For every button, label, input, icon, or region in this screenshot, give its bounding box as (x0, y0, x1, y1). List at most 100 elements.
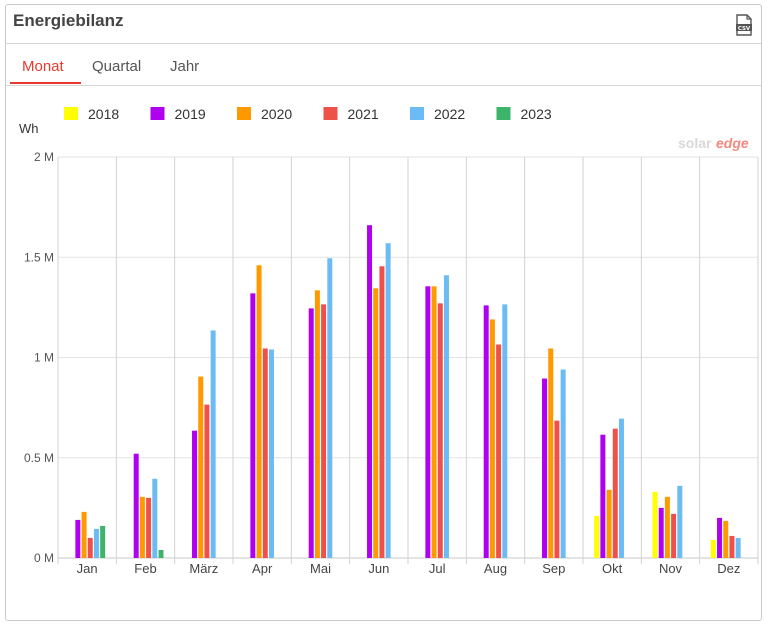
bar-2020-Aug[interactable] (489, 319, 495, 558)
bar-2022-Feb[interactable] (152, 478, 158, 558)
bar-2018-Nov[interactable] (652, 491, 658, 558)
bar-2020-Nov[interactable] (664, 496, 670, 558)
y-tick-label: 1.5 M (24, 250, 54, 264)
bar-2019-Jul[interactable] (425, 286, 431, 558)
bar-2019-März[interactable] (192, 430, 198, 558)
tab-quartal[interactable]: Quartal (92, 58, 142, 75)
bar-2020-Okt[interactable] (606, 489, 612, 558)
panel-header: Energiebilanz CSV (6, 5, 761, 44)
bar-2023-Feb[interactable] (158, 549, 164, 558)
bar-2022-Nov[interactable] (677, 485, 683, 558)
logo-text-edge: edge (716, 135, 749, 151)
bar-2020-Jul[interactable] (431, 286, 437, 558)
bar-2022-Dez[interactable] (735, 537, 741, 558)
x-tick-label: Mai (310, 561, 331, 576)
legend-swatch-2019[interactable] (150, 107, 165, 120)
bar-2022-Sep[interactable] (560, 369, 566, 558)
bar-2021-Okt[interactable] (612, 428, 618, 558)
bar-2020-Jun[interactable] (373, 288, 379, 558)
csv-export-icon[interactable]: CSV (735, 14, 753, 36)
y-tick-label: 0.5 M (24, 451, 54, 465)
period-tabs: Monat Quartal Jahr (6, 44, 761, 86)
x-tick-labels: Jan Feb März Apr Mai Jun Jul Aug Sep Okt Nov Dez (77, 561, 741, 576)
y-axis-unit-label: Wh (19, 121, 39, 136)
tab-jahr[interactable]: Jahr (170, 58, 200, 75)
panel-title: Energiebilanz (13, 11, 124, 30)
bar-2021-Feb[interactable] (146, 497, 152, 558)
bar-2019-Dez[interactable] (717, 517, 723, 558)
legend-swatch-2020[interactable] (237, 107, 251, 120)
category-separators (57, 157, 759, 564)
bar-2020-Apr[interactable] (256, 265, 262, 558)
bar-2019-Apr[interactable] (250, 293, 256, 558)
bar-2019-Nov[interactable] (658, 507, 664, 558)
legend-label-2019[interactable]: 2019 (175, 106, 206, 122)
bar-2019-Okt[interactable] (600, 434, 606, 558)
bar-2019-Mai[interactable] (308, 308, 314, 558)
bar-2020-Sep[interactable] (548, 348, 554, 558)
bar-2021-Jun[interactable] (379, 266, 385, 558)
bar-2019-Jan[interactable] (75, 519, 81, 558)
bar-2019-Feb[interactable] (133, 453, 139, 558)
bar-2018-Dez[interactable] (710, 539, 716, 558)
bar-2020-Jan[interactable] (81, 511, 87, 558)
legend-label-2020[interactable]: 2020 (261, 106, 292, 122)
bar-2022-Apr[interactable] (268, 349, 274, 558)
bar-2021-Dez[interactable] (729, 535, 735, 558)
x-tick-label: Jul (429, 561, 446, 576)
svg-text:CSV: CSV (738, 26, 751, 32)
bar-2021-März[interactable] (204, 404, 210, 558)
bar-2023-Jan[interactable] (100, 525, 106, 558)
bar-2021-Mai[interactable] (321, 304, 327, 558)
legend-label-2021[interactable]: 2021 (348, 106, 379, 122)
y-tick-label: 2 M (34, 150, 54, 164)
bar-2022-Aug[interactable] (502, 304, 508, 558)
active-tab-indicator (10, 82, 81, 84)
bar-2021-Nov[interactable] (671, 513, 677, 558)
x-tick-label: Nov (659, 561, 683, 576)
bar-2022-März[interactable] (210, 330, 216, 558)
bar-2022-Okt[interactable] (618, 418, 624, 558)
bar-2021-Sep[interactable] (554, 420, 560, 558)
bar-2020-Dez[interactable] (723, 520, 729, 558)
bar-2019-Aug[interactable] (483, 305, 489, 558)
legend: 2018 2019 2020 2021 2022 2023 (64, 106, 552, 122)
bar-2019-Sep[interactable] (542, 378, 548, 558)
x-tick-label: Jun (368, 561, 389, 576)
bar-2021-Jan[interactable] (87, 537, 93, 558)
legend-swatch-2023[interactable] (496, 107, 511, 120)
bar-2021-Jul[interactable] (437, 303, 443, 558)
legend-swatch-2018[interactable] (64, 107, 78, 120)
bar-2021-Apr[interactable] (262, 348, 268, 558)
bar-2022-Jul[interactable] (443, 275, 449, 558)
y-tick-label: 0 M (34, 551, 54, 565)
tab-monat[interactable]: Monat (22, 58, 64, 75)
x-tick-label: Feb (134, 561, 156, 576)
solaredge-logo: solar edge (678, 135, 749, 151)
bar-series (75, 225, 741, 559)
y-tick-label: 1 M (34, 351, 54, 365)
bar-2022-Jan[interactable] (93, 528, 99, 558)
x-tick-label: Sep (542, 561, 565, 576)
bar-2019-Jun[interactable] (367, 225, 373, 559)
legend-label-2022[interactable]: 2022 (434, 106, 465, 122)
x-tick-label: Apr (252, 561, 273, 576)
bar-2020-März[interactable] (198, 376, 204, 558)
bar-2021-Aug[interactable] (496, 344, 502, 558)
x-tick-label: Jan (77, 561, 98, 576)
bar-2022-Jun[interactable] (385, 243, 391, 558)
bar-2018-Okt[interactable] (594, 515, 600, 558)
legend-swatch-2021[interactable] (323, 107, 338, 120)
x-tick-label: März (189, 561, 218, 576)
x-tick-label: Aug (484, 561, 507, 576)
x-tick-label: Dez (717, 561, 740, 576)
legend-swatch-2022[interactable] (410, 107, 424, 120)
y-tick-labels: 0 M 0.5 M 1 M 1.5 M 2 M (24, 150, 54, 565)
bar-2020-Feb[interactable] (139, 496, 145, 558)
legend-label-2023[interactable]: 2023 (521, 106, 552, 122)
bar-2020-Mai[interactable] (314, 290, 320, 558)
logo-text-solar: solar (678, 135, 712, 151)
bar-2022-Mai[interactable] (327, 258, 333, 558)
legend-label-2018[interactable]: 2018 (88, 106, 119, 122)
